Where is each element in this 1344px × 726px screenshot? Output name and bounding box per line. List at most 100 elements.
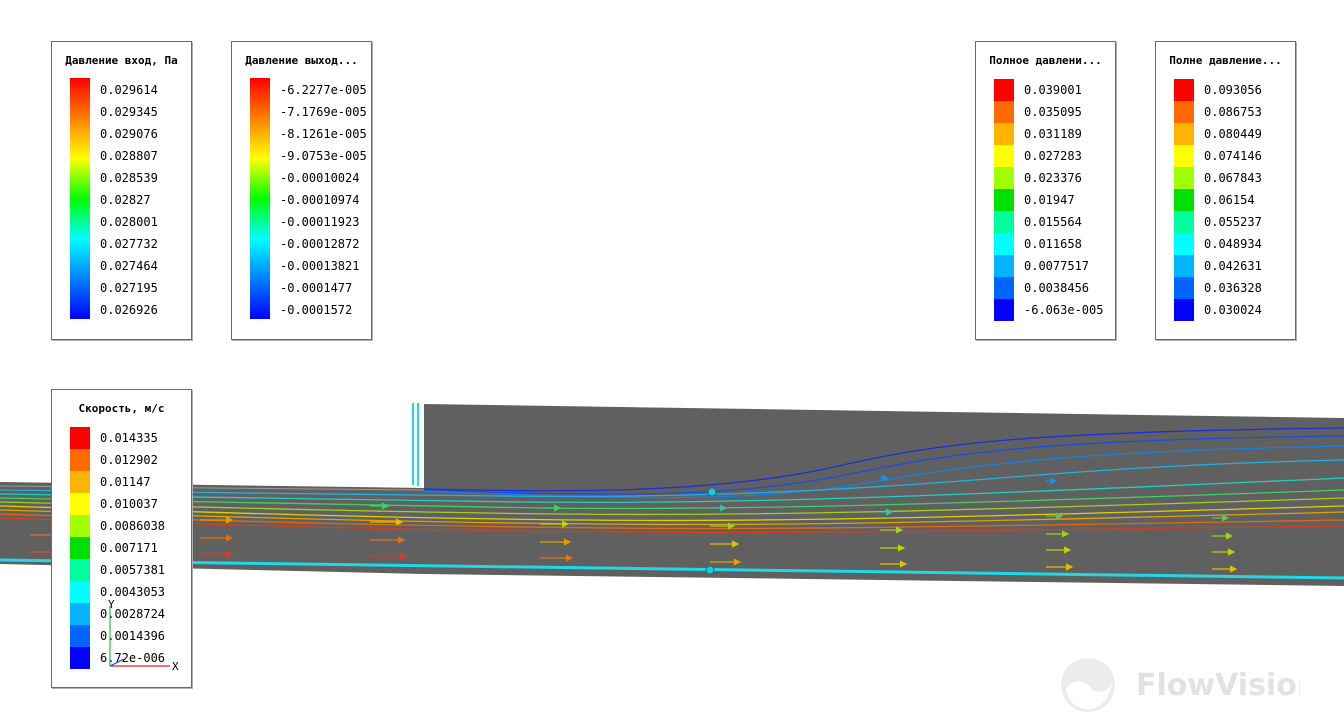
legend-value: 0.007171 xyxy=(100,541,158,555)
legend-value: 0.035095 xyxy=(1024,105,1082,119)
legend-total-pressure-2[interactable]: Полне давление... 0.093056 0.086753 0.0804… xyxy=(1155,41,1296,340)
legend-value: 0.039001 xyxy=(1024,83,1082,97)
legend-swatch xyxy=(1174,167,1194,189)
legend-value: 0.080449 xyxy=(1204,127,1262,141)
legend-value: 0.026926 xyxy=(100,303,158,317)
legend-swatch xyxy=(994,277,1014,299)
legend-value: 0.048934 xyxy=(1204,237,1262,251)
legend-swatch xyxy=(994,101,1014,123)
legend-value: 0.0014396 xyxy=(100,629,166,643)
legend-value: 0.055237 xyxy=(1204,215,1262,229)
legend-value: 0.011658 xyxy=(1024,237,1082,251)
legend-value: 0.029345 xyxy=(100,105,158,119)
legend-swatch xyxy=(70,449,90,471)
legend-value: 0.028807 xyxy=(100,149,158,163)
legend-swatch xyxy=(1174,101,1194,123)
legend-value: 0.0028724 xyxy=(100,607,166,621)
legend-swatch xyxy=(994,211,1014,233)
legend-velocity[interactable]: Скорость, м/с 0.014335 0.012902 0.01147 0.0… xyxy=(51,389,192,688)
logo-text: FlowVision xyxy=(1136,668,1300,703)
probe-points xyxy=(705,487,717,575)
legend-value: 0.06154 xyxy=(1204,193,1255,207)
legend-value: -6.063e-005 xyxy=(1024,303,1104,317)
legend-value: 0.0043053 xyxy=(100,585,166,599)
legend-swatch xyxy=(994,123,1014,145)
legend-value: 0.027283 xyxy=(1024,149,1082,163)
legend-swatch xyxy=(70,625,90,647)
legend-swatch xyxy=(1174,255,1194,277)
streamlines xyxy=(0,427,1344,534)
legend-value: 0.023376 xyxy=(1024,171,1082,185)
legend-value: -0.00010024 xyxy=(280,171,360,185)
legend-value: -0.0001477 xyxy=(280,281,353,295)
legend-value: 0.086753 xyxy=(1204,105,1262,119)
legend-pressure-in[interactable]: Давление вход, Па 0.029614 0.029345 0.0290… xyxy=(51,41,192,340)
legend-value: -0.00012872 xyxy=(280,237,360,251)
legend-swatch xyxy=(70,537,90,559)
legend-title: Полне давление... xyxy=(1169,54,1282,67)
legend-value: 0.014335 xyxy=(100,431,158,445)
outlet-channel-surface xyxy=(424,404,1344,586)
legend-title: Полное давлени... xyxy=(989,54,1102,67)
legend-value: 0.01947 xyxy=(1024,193,1075,207)
legend-gradient-bar xyxy=(250,78,270,319)
legend-swatch xyxy=(994,255,1014,277)
legend-value: 0.028539 xyxy=(100,171,158,185)
axis-y-label: Y xyxy=(108,598,115,611)
legend-swatch xyxy=(70,493,90,515)
legend-swatch xyxy=(994,189,1014,211)
legend-value: -9.0753e-005 xyxy=(280,149,367,163)
bottom-boundary xyxy=(0,558,1344,580)
legend-swatch xyxy=(994,233,1014,255)
legend-value: -6.2277e-005 xyxy=(280,83,367,97)
legend-title: Скорость, м/с xyxy=(78,402,165,415)
legend-value: 0.036328 xyxy=(1204,281,1262,295)
legend-swatch xyxy=(1174,211,1194,233)
legend-swatch xyxy=(1174,277,1194,299)
legend-swatch xyxy=(994,167,1014,189)
legend-value: 0.031189 xyxy=(1024,127,1082,141)
legend-value: 0.027732 xyxy=(100,237,158,251)
legend-swatch xyxy=(70,647,90,669)
legend-swatch xyxy=(70,471,90,493)
legend-value: 0.074146 xyxy=(1204,149,1262,163)
legend-value: 0.01147 xyxy=(100,475,151,489)
legend-value: -0.00013821 xyxy=(280,259,360,273)
legend-value: 0.042631 xyxy=(1204,259,1262,273)
legend-total-pressure-1[interactable]: Полное давлени... 0.039001 0.035095 0.0311… xyxy=(975,41,1116,340)
legend-swatch xyxy=(994,145,1014,167)
legend-value: 0.0077517 xyxy=(1024,259,1090,273)
legend-value: -7.1769e-005 xyxy=(280,105,367,119)
legend-value: 0.030024 xyxy=(1204,303,1262,317)
axis-triad: Y X xyxy=(108,598,179,673)
legend-swatch xyxy=(70,603,90,625)
legend-value: 0.015564 xyxy=(1024,215,1082,229)
legend-value: 0.027464 xyxy=(100,259,158,273)
flowvision-logo: FlowVision xyxy=(1061,658,1300,712)
legend-value: 0.012902 xyxy=(100,453,158,467)
legend-value: -0.0001572 xyxy=(280,303,353,317)
legend-title: Давление выход... xyxy=(245,54,358,67)
legend-value: -0.00010974 xyxy=(280,193,360,207)
legend-value: 0.029076 xyxy=(100,127,158,141)
legend-swatch xyxy=(70,427,90,449)
legend-value: -8.1261e-005 xyxy=(280,127,367,141)
legend-gradient-bar xyxy=(70,78,90,319)
legend-value: 0.0038456 xyxy=(1024,281,1090,295)
legend-value: 0.0057381 xyxy=(100,563,166,577)
legend-swatch xyxy=(1174,233,1194,255)
legend-swatch xyxy=(70,559,90,581)
legend-swatch xyxy=(70,581,90,603)
legend-swatch xyxy=(994,299,1014,321)
legend-value: 0.027195 xyxy=(100,281,158,295)
legend-swatch xyxy=(1174,145,1194,167)
axis-x-label: X xyxy=(172,660,179,673)
legend-title: Давление вход, Па xyxy=(65,54,178,67)
legend-swatch xyxy=(1174,79,1194,101)
legend-value: 0.0086038 xyxy=(100,519,166,533)
legend-value: 0.093056 xyxy=(1204,83,1262,97)
legend-pressure-out[interactable]: Давление выход... -6.2277e-005 -7.1769e-0… xyxy=(231,41,372,340)
legend-value: -0.00011923 xyxy=(280,215,360,229)
legend-value: 0.02827 xyxy=(100,193,151,207)
